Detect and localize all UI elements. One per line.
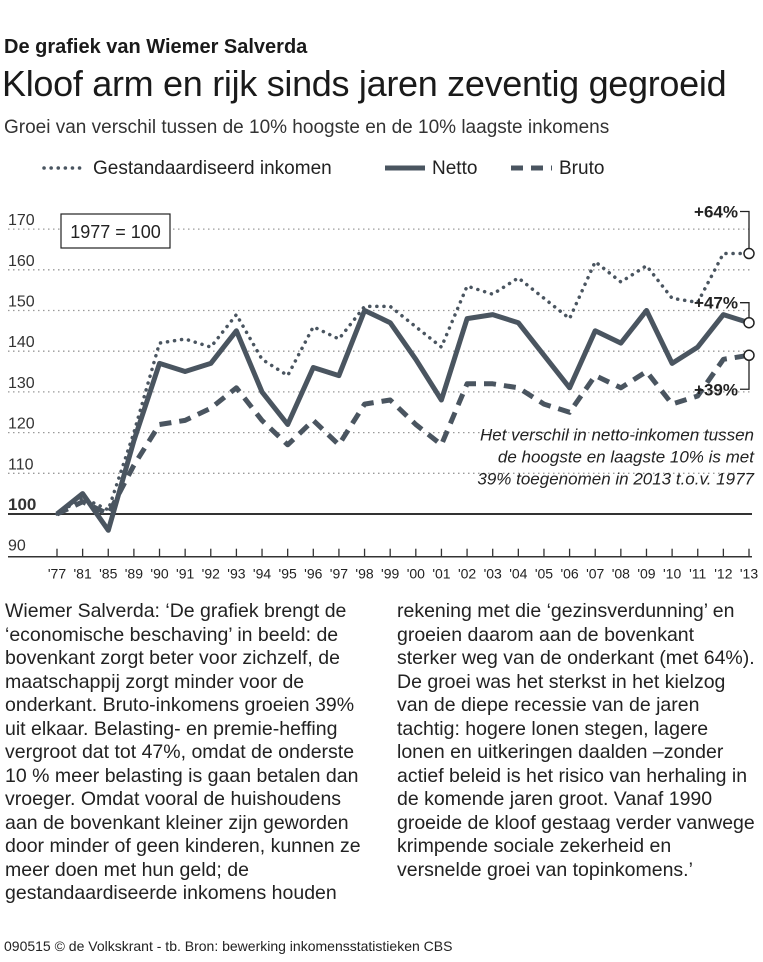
end-marker xyxy=(743,349,755,362)
end-bracket xyxy=(740,210,750,254)
gridlines xyxy=(8,228,752,515)
page-title: Kloof arm en rijk sinds jaren zeventig g… xyxy=(2,63,727,104)
end-label: +47% xyxy=(694,294,738,313)
y-tick-label: 100 xyxy=(8,495,36,514)
y-tick-label: 120 xyxy=(8,416,35,433)
x-tick-label: '06 xyxy=(560,566,578,582)
end-label: +39% xyxy=(694,380,738,399)
series-line-netto xyxy=(55,308,750,533)
x-tick-label: '77 xyxy=(48,566,66,582)
series-line-bruto xyxy=(55,352,750,517)
legend-label-gestandaardiseerd: Gestandaardiseerd inkomen xyxy=(93,158,332,179)
legend-label-netto: Netto xyxy=(432,158,477,179)
x-tick-label: '02 xyxy=(458,566,476,582)
end-bracket xyxy=(740,355,750,390)
x-tick-label: '94 xyxy=(253,566,271,582)
x-tick-label: '89 xyxy=(125,566,143,582)
end-bracket xyxy=(740,302,750,323)
annotation-line: Het verschil in netto-inkomen tussen xyxy=(480,426,754,445)
x-tick-label: '95 xyxy=(279,566,297,582)
index-label: 1977 = 100 xyxy=(70,222,161,242)
x-tick-label: '13 xyxy=(740,566,758,582)
y-tick-label: 150 xyxy=(8,294,35,311)
x-tick-label: '90 xyxy=(150,566,168,582)
x-tick-label: '85 xyxy=(99,566,117,582)
x-tick-label: '10 xyxy=(663,566,681,582)
x-tick-label: '97 xyxy=(330,566,348,582)
x-tick-label: '81 xyxy=(74,566,92,582)
y-axis: 90 100 110 120 130 140 150 160 170 xyxy=(8,212,36,555)
x-tick-label: '07 xyxy=(586,566,604,582)
end-marker xyxy=(743,316,755,329)
line-chart: Gestandaardiseerd inkomen Netto Bruto 90… xyxy=(8,158,758,582)
x-tick-label: '12 xyxy=(714,566,732,582)
y-tick-label: 110 xyxy=(8,456,34,473)
subtitle: Groei van verschil tussen de 10% hoogste… xyxy=(4,117,610,138)
legend-label-bruto: Bruto xyxy=(559,158,604,179)
x-tick-label: '03 xyxy=(484,566,502,582)
x-tick-label: '93 xyxy=(227,566,245,582)
body-text-left: Wiemer Salverda: ‘De grafiek brengt de ‘… xyxy=(5,600,361,904)
end-label: +64% xyxy=(694,203,738,222)
x-tick-label: '09 xyxy=(637,566,655,582)
x-tick-label: '05 xyxy=(535,566,553,582)
x-tick-label: '99 xyxy=(381,566,399,582)
x-tick-label: '92 xyxy=(202,566,220,582)
x-tick-label: '98 xyxy=(355,566,373,582)
x-tick-label: '01 xyxy=(432,566,450,582)
annotation: Het verschil in netto-inkomen tussen de h… xyxy=(477,426,755,489)
series-line-gestandaardiseerd-inkomen xyxy=(55,251,751,516)
y-tick-label: 90 xyxy=(8,538,26,555)
series-lines xyxy=(55,251,751,533)
y-tick-label: 160 xyxy=(8,253,35,270)
x-tick-label: '08 xyxy=(612,566,630,582)
x-tick-label: '91 xyxy=(176,566,194,582)
x-tick-label: '00 xyxy=(407,566,425,582)
y-tick-label: 130 xyxy=(8,375,35,392)
y-tick-label: 140 xyxy=(8,334,35,351)
index-label-box: 1977 = 100 xyxy=(60,213,171,249)
annotation-line: de hoogste en laagste 10% is met xyxy=(498,448,755,467)
end-marker xyxy=(743,247,755,260)
annotation-line: 39% toegenomen in 2013 t.o.v. 1977 xyxy=(477,470,754,489)
y-tick-label: 170 xyxy=(8,212,35,229)
kicker: De grafiek van Wiemer Salverda xyxy=(4,36,308,58)
x-tick-label: '04 xyxy=(509,566,527,582)
legend: Gestandaardiseerd inkomen Netto Bruto xyxy=(42,158,604,179)
body-text-right: rekening met die ‘gezinsverdunning’ en g… xyxy=(397,600,755,881)
x-tick-label: '11 xyxy=(689,566,706,582)
x-axis: '77 '81 '85 '89 '90 '91 '92 '93 '94 '95 '96 '97 '98 '… xyxy=(8,548,758,582)
end-labels: +64% +47% +39% xyxy=(694,203,755,399)
footer-credit: 090515 © de Volkskrant - tb. Bron: bewer… xyxy=(4,938,453,954)
x-tick-label: '96 xyxy=(304,566,322,582)
